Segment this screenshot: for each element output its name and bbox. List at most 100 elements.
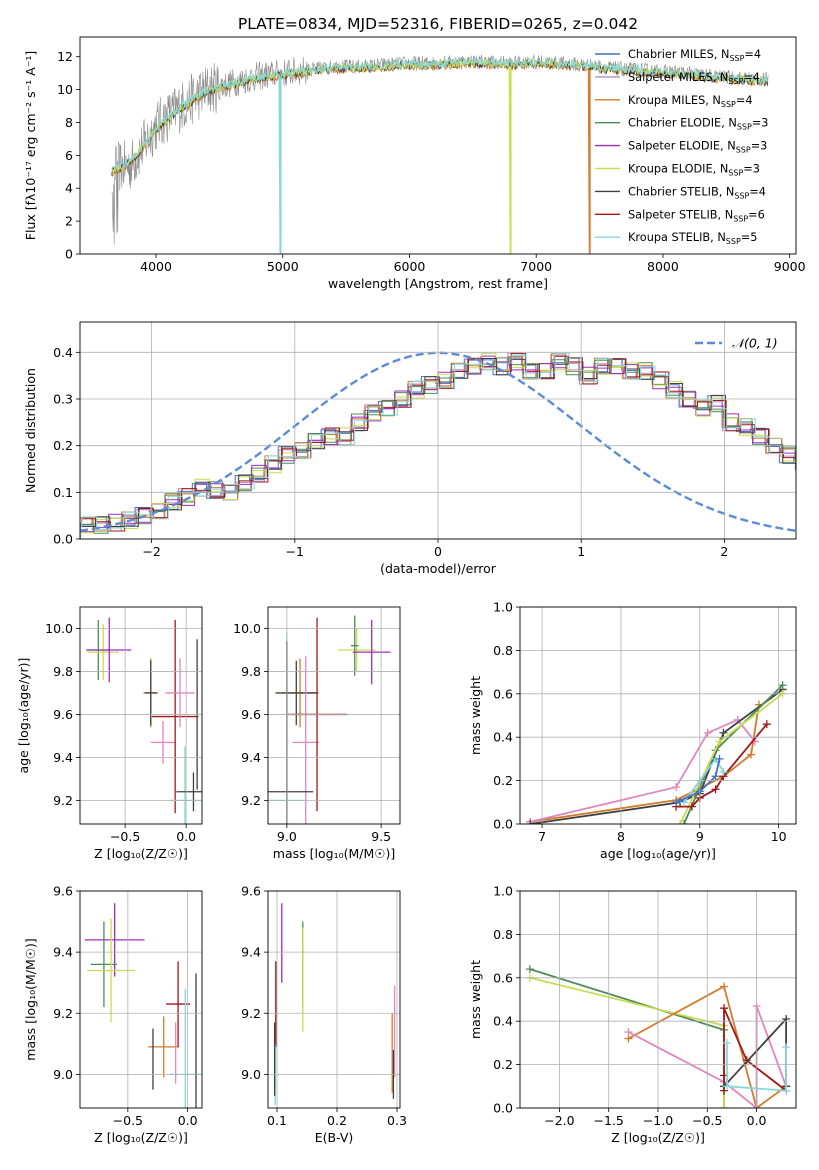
axes-frame [519,890,797,1109]
x-axis-label: mass [log₁₀(M/M☉)] [273,846,395,861]
y-tick-label: 9.6 [53,707,73,722]
x-tick-label: 1 [577,544,585,559]
panel-spectrum: 4000 5000 6000 7000 8000 9000 0 2 4 6 8 10 12 wavelen… [23,36,806,291]
y-tick-label: 9.4 [241,750,261,765]
plot-area-spectrum [111,54,769,254]
point-marker-chabrier_stelib [526,820,535,824]
point-marker-chabrier_elodie [680,820,689,824]
plot-area-age_vs_z [86,617,202,824]
y-tick-label: 8 [65,115,73,130]
y-tick-label: 0.2 [493,773,513,788]
y-tick-label: 12 [57,49,73,64]
observed-spectrum-line [111,54,769,245]
x-tick-label: −0.5 [110,829,140,844]
y-tick-label: 0.0 [53,532,73,547]
y-tick-label: 0.4 [493,1014,513,1029]
legend-entry-salpeter_elodie: Salpeter ELODIE, NSSP=3 [628,140,767,155]
x-tick-label: 0.2 [327,1113,347,1128]
legend-entry-chabrier_miles: Chabrier MILES, NSSP=4 [628,48,761,63]
x-axis-label: Z [log₁₀(Z/Z☉)] [611,1130,705,1145]
y-axis-label: Normed distribution [23,368,38,493]
legend-entry-salpeter_miles: Salpeter MILES, NSSP=4 [628,71,760,86]
y-tick-label: 0.3 [53,392,73,407]
x-axis-label: Z [log₁₀(Z/Z☉)] [94,846,188,861]
y-tick-label: 9.2 [53,793,73,808]
plot-area-age_vs_mass [268,615,391,824]
axes-frame [267,890,401,1109]
residual-histogram-chabrier_miles [80,357,796,539]
point-marker-salpeter_stelib [720,1004,729,1013]
x-tick-label: 7000 [520,259,552,274]
y-tick-label: 1.0 [493,884,513,899]
y-tick-label: 0.0 [493,817,513,832]
x-tick-label: 0.3 [387,1113,407,1128]
y-tick-label: 0.2 [493,1057,513,1072]
y-tick-label: 0.4 [493,730,513,745]
legend-entry-kroupa_stelib: Kroupa STELIB, NSSP=5 [628,231,757,246]
plot-area-mw_vs_age [526,681,787,824]
point-marker-kroupa_stelib [723,1038,731,1047]
point-marker-chabrier_miles [672,798,681,807]
x-tick-label: 7 [538,829,546,844]
axes-frame [79,36,797,255]
x-tick-label: 2 [720,544,728,559]
plot-area-mass_vs_ebv [273,903,396,1105]
x-tick-label: 9.0 [277,829,297,844]
y-tick-label: 0 [65,247,73,262]
y-tick-label: 9.6 [241,707,261,722]
y-tick-label: 10 [57,82,73,97]
x-tick-label: 0.0 [176,829,196,844]
series-line-kroupa_elodie [679,693,784,824]
point-marker-kroupa_elodie [720,1104,729,1108]
y-tick-label: 9.2 [241,793,261,808]
point-marker-kroupa_miles [747,750,756,759]
x-axis-label: wavelength [Angstrom, rest frame] [328,276,548,291]
x-axis-label: E(B-V) [315,1130,354,1145]
point-marker-chabrier_elodie [525,965,534,974]
point-marker-kroupa_stelib [723,1082,731,1091]
panel-residuals: −2 −1 0 1 2 0.0 0.1 0.2 0.3 0.4 (data-model)/error… [23,321,797,576]
y-tick-label: 9.4 [53,750,73,765]
point-marker-chabrier_elodie [778,681,787,690]
y-tick-label: 9.4 [53,945,73,960]
y-tick-label: 6 [65,148,73,163]
x-tick-label: 8 [617,829,625,844]
x-axis-label: Z [log₁₀(Z/Z☉)] [94,1130,188,1145]
point-marker-kroupa_stelib [782,1043,791,1052]
panel-mw_vs_age: 7 8 9 10 0.0 0.2 0.4 0.6 0.8 1.0 age [log₁₀(age/yr… [468,600,797,861]
point-marker-kroupa_elodie [715,737,724,746]
y-tick-label: 0.8 [493,927,513,942]
x-tick-label: 4000 [140,259,172,274]
y-tick-label: 9.0 [53,1067,73,1082]
series-line-kroupa_elodie [529,976,725,1108]
x-tick-label: 6000 [394,259,426,274]
x-axis-label: age [log₁₀(age/yr)] [600,846,716,861]
y-tick-label: 9.6 [241,884,261,899]
y-axis-label: mass weight [468,676,483,755]
point-marker-kroupa_stelib [719,767,728,776]
point-marker-pink [703,728,712,737]
x-tick-label: 9000 [774,259,806,274]
y-tick-label: 10.0 [233,621,261,636]
y-tick-label: 1.0 [493,600,513,615]
model-spectrum-kroupa_elodie [111,57,768,254]
y-tick-label: 9.8 [53,664,73,679]
point-marker-salpeter_stelib [711,785,720,794]
y-tick-label: 9.0 [241,1067,261,1082]
y-tick-label: 9.2 [241,1006,261,1021]
x-tick-label: −2.0 [544,1113,574,1128]
y-tick-label: 9.4 [241,945,261,960]
y-tick-label: 0.6 [493,686,513,701]
x-tick-label: −2 [142,544,160,559]
x-tick-label: 8000 [647,259,679,274]
x-tick-label: −0.5 [113,1113,143,1128]
point-marker-chabrier_stelib [782,1015,791,1024]
y-tick-label: 4 [65,181,73,196]
series-line-pink [530,718,756,823]
spectrum-legend: Chabrier MILES, NSSP=4 Salpeter MILES, NS… [595,48,768,246]
axes-frame [519,606,797,825]
x-axis-label: (data-model)/error [380,561,497,576]
x-tick-label: −1 [286,544,304,559]
residual-histogram-kroupa_stelib [80,352,796,539]
